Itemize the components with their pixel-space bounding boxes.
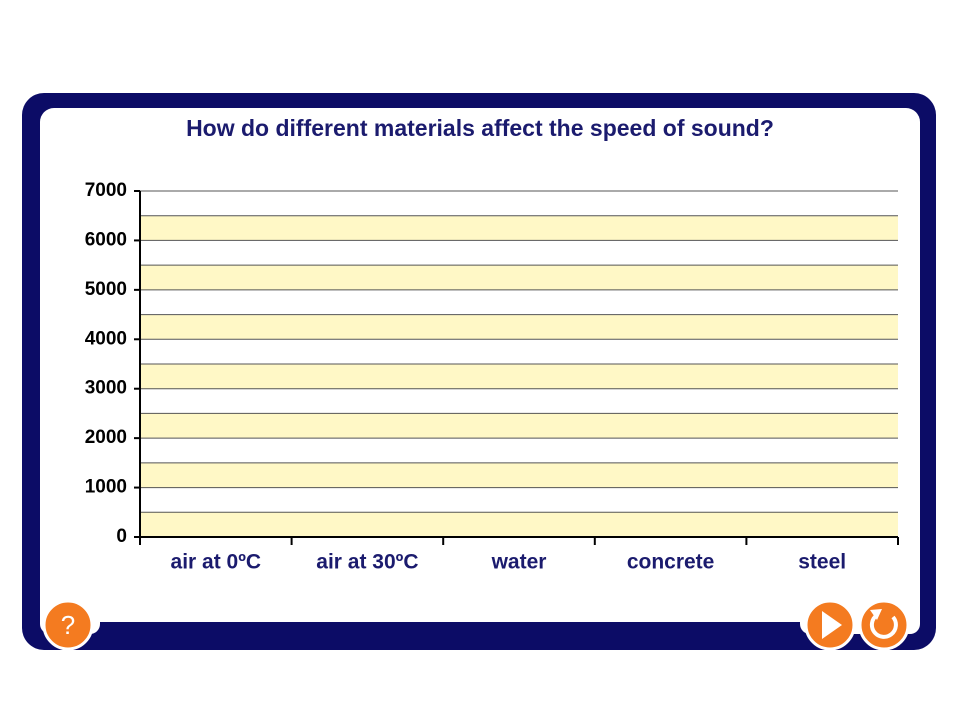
stripe [140, 462, 898, 488]
next-button[interactable] [804, 599, 856, 651]
stripe [140, 413, 898, 439]
help-button[interactable]: ? [42, 599, 94, 651]
y-tick-label: 3000 [85, 378, 127, 399]
stripe [140, 265, 898, 290]
stripe [140, 314, 898, 340]
y-tick-label: 2000 [85, 427, 127, 448]
next-icon[interactable] [822, 611, 842, 639]
help-label[interactable]: ? [61, 610, 75, 640]
stripe [140, 512, 898, 537]
x-tick-label: concrete [627, 551, 715, 574]
reset-circle[interactable] [858, 599, 910, 651]
stripe [140, 215, 898, 241]
chart-title: How do different materials affect the sp… [186, 115, 774, 141]
y-tick-label: 1000 [85, 477, 127, 498]
reset-icon[interactable] [869, 613, 898, 639]
x-tick-label: air at 0ºC [171, 551, 262, 574]
plot: 0 1000 2000 3000 4000 5000 6000 7000 air at 0ºC a… [85, 180, 899, 574]
x-tick-label: water [491, 551, 547, 574]
reset-arrow[interactable] [870, 609, 882, 620]
stripe [140, 364, 898, 389]
help-circle[interactable] [42, 599, 94, 651]
x-tick-label: air at 30ºC [316, 551, 418, 574]
x-tick-label: steel [798, 551, 846, 574]
y-tick-label: 6000 [85, 229, 127, 250]
y-tick-label: 0 [116, 526, 127, 547]
y-tick-label: 7000 [85, 180, 127, 201]
y-tick-label: 5000 [85, 279, 127, 300]
reset-button[interactable] [858, 599, 910, 651]
y-tick-label: 4000 [85, 328, 127, 349]
